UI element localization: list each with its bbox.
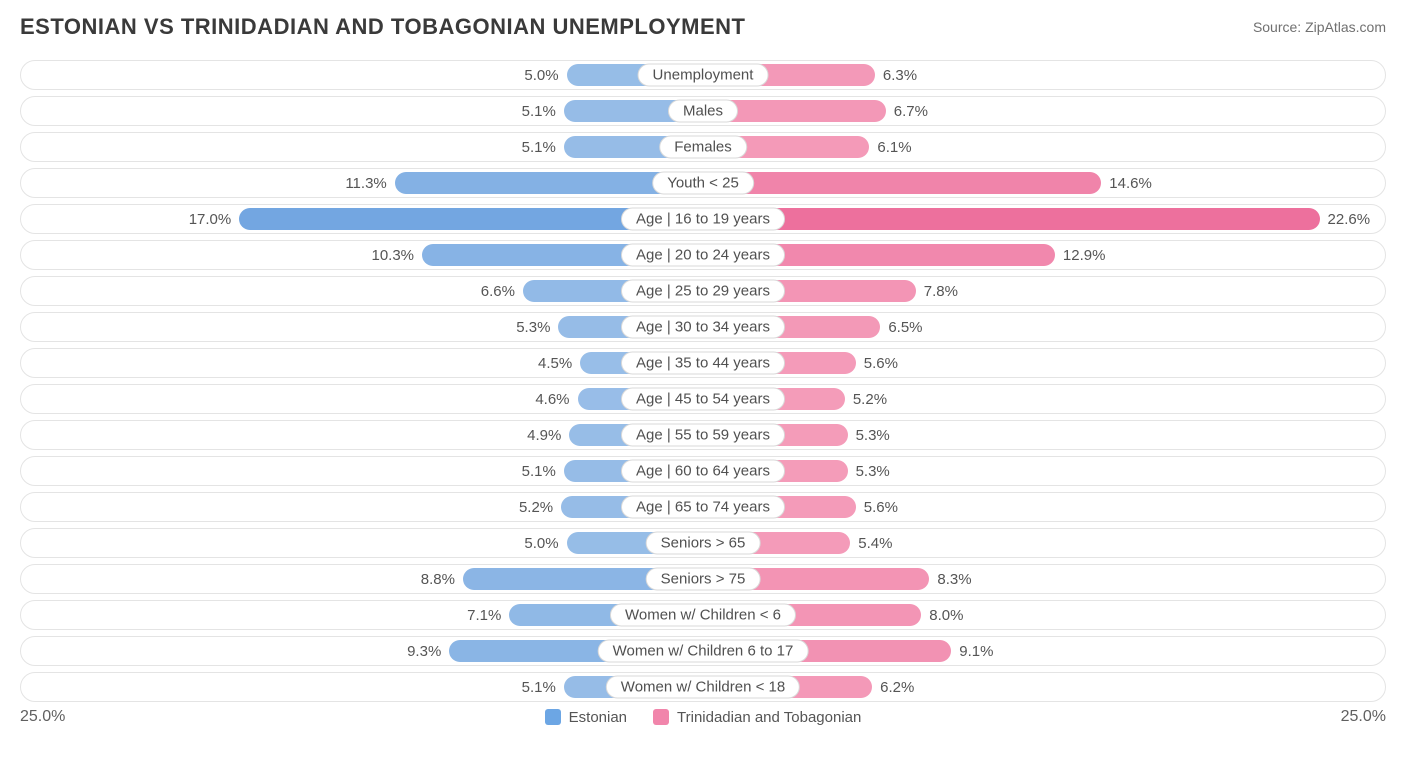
value-left: 5.0% [524, 61, 558, 89]
value-right: 5.2% [853, 385, 887, 413]
chart-row: 10.3% 12.9% Age | 20 to 24 years [20, 240, 1386, 270]
value-left: 17.0% [189, 205, 232, 233]
value-left: 8.8% [421, 565, 455, 593]
category-label: Age | 45 to 54 years [621, 388, 785, 411]
value-left: 5.0% [524, 529, 558, 557]
butterfly-chart: 5.0% 6.3% Unemployment 5.1% 6.7% Males 5.1% 6.1… [20, 60, 1386, 702]
value-right: 12.9% [1063, 241, 1106, 269]
category-label: Age | 30 to 34 years [621, 316, 785, 339]
legend-label-left: Estonian [569, 709, 627, 726]
value-right: 6.3% [883, 61, 917, 89]
value-left: 9.3% [407, 637, 441, 665]
chart-row: 4.5% 5.6% Age | 35 to 44 years [20, 348, 1386, 378]
category-label: Age | 16 to 19 years [621, 208, 785, 231]
chart-row: 5.1% 6.2% Women w/ Children < 18 [20, 672, 1386, 702]
category-label: Seniors > 75 [646, 568, 761, 591]
chart-row: 11.3% 14.6% Youth < 25 [20, 168, 1386, 198]
category-label: Women w/ Children 6 to 17 [598, 640, 809, 663]
category-label: Age | 25 to 29 years [621, 280, 785, 303]
category-label: Age | 60 to 64 years [621, 460, 785, 483]
value-right: 7.8% [924, 277, 958, 305]
bar-right [703, 208, 1320, 230]
legend-label-right: Trinidadian and Tobagonian [677, 709, 861, 726]
value-right: 5.3% [856, 421, 890, 449]
value-right: 5.3% [856, 457, 890, 485]
chart-header: ESTONIAN VS TRINIDADIAN AND TOBAGONIAN U… [20, 14, 1386, 40]
value-right: 14.6% [1109, 169, 1152, 197]
category-label: Females [659, 136, 747, 159]
category-label: Women w/ Children < 18 [606, 676, 800, 699]
chart-row: 6.6% 7.8% Age | 25 to 29 years [20, 276, 1386, 306]
chart-legend: Estonian Trinidadian and Tobagonian [545, 709, 862, 726]
value-right: 6.5% [888, 313, 922, 341]
chart-footer: 25.0% Estonian Trinidadian and Tobagonia… [20, 708, 1386, 726]
value-left: 7.1% [467, 601, 501, 629]
value-right: 6.1% [877, 133, 911, 161]
value-left: 5.1% [522, 673, 556, 701]
axis-max-right: 25.0% [1341, 708, 1386, 726]
category-label: Seniors > 65 [646, 532, 761, 555]
legend-swatch-right [653, 709, 669, 725]
category-label: Unemployment [638, 64, 769, 87]
chart-row: 5.2% 5.6% Age | 65 to 74 years [20, 492, 1386, 522]
value-right: 6.2% [880, 673, 914, 701]
chart-row: 4.9% 5.3% Age | 55 to 59 years [20, 420, 1386, 450]
chart-source: Source: ZipAtlas.com [1253, 19, 1386, 35]
chart-row: 8.8% 8.3% Seniors > 75 [20, 564, 1386, 594]
value-left: 5.1% [522, 97, 556, 125]
chart-row: 5.0% 6.3% Unemployment [20, 60, 1386, 90]
value-left: 11.3% [345, 169, 386, 197]
value-left: 10.3% [371, 241, 414, 269]
chart-row: 5.3% 6.5% Age | 30 to 34 years [20, 312, 1386, 342]
category-label: Age | 55 to 59 years [621, 424, 785, 447]
legend-item-left: Estonian [545, 709, 627, 726]
value-left: 4.9% [527, 421, 561, 449]
category-label: Women w/ Children < 6 [610, 604, 796, 627]
category-label: Youth < 25 [652, 172, 754, 195]
chart-row: 17.0% 22.6% Age | 16 to 19 years [20, 204, 1386, 234]
value-left: 5.2% [519, 493, 553, 521]
legend-swatch-left [545, 709, 561, 725]
bar-right [703, 172, 1101, 194]
value-left: 5.3% [516, 313, 550, 341]
chart-row: 5.1% 6.1% Females [20, 132, 1386, 162]
chart-title: ESTONIAN VS TRINIDADIAN AND TOBAGONIAN U… [20, 14, 745, 40]
chart-row: 5.1% 5.3% Age | 60 to 64 years [20, 456, 1386, 486]
chart-row: 5.0% 5.4% Seniors > 65 [20, 528, 1386, 558]
value-right: 5.4% [858, 529, 892, 557]
value-right: 5.6% [864, 493, 898, 521]
value-left: 5.1% [522, 457, 556, 485]
axis-max-left: 25.0% [20, 708, 65, 726]
chart-row: 9.3% 9.1% Women w/ Children 6 to 17 [20, 636, 1386, 666]
value-right: 9.1% [959, 637, 993, 665]
value-left: 5.1% [522, 133, 556, 161]
value-left: 6.6% [481, 277, 515, 305]
value-left: 4.5% [538, 349, 572, 377]
value-right: 8.3% [937, 565, 971, 593]
chart-row: 5.1% 6.7% Males [20, 96, 1386, 126]
category-label: Age | 20 to 24 years [621, 244, 785, 267]
category-label: Males [668, 100, 738, 123]
value-right: 5.6% [864, 349, 898, 377]
legend-item-right: Trinidadian and Tobagonian [653, 709, 861, 726]
value-right: 8.0% [929, 601, 963, 629]
category-label: Age | 65 to 74 years [621, 496, 785, 519]
value-right: 6.7% [894, 97, 928, 125]
chart-row: 7.1% 8.0% Women w/ Children < 6 [20, 600, 1386, 630]
value-left: 4.6% [535, 385, 569, 413]
chart-row: 4.6% 5.2% Age | 45 to 54 years [20, 384, 1386, 414]
category-label: Age | 35 to 44 years [621, 352, 785, 375]
value-right: 22.6% [1328, 205, 1371, 233]
